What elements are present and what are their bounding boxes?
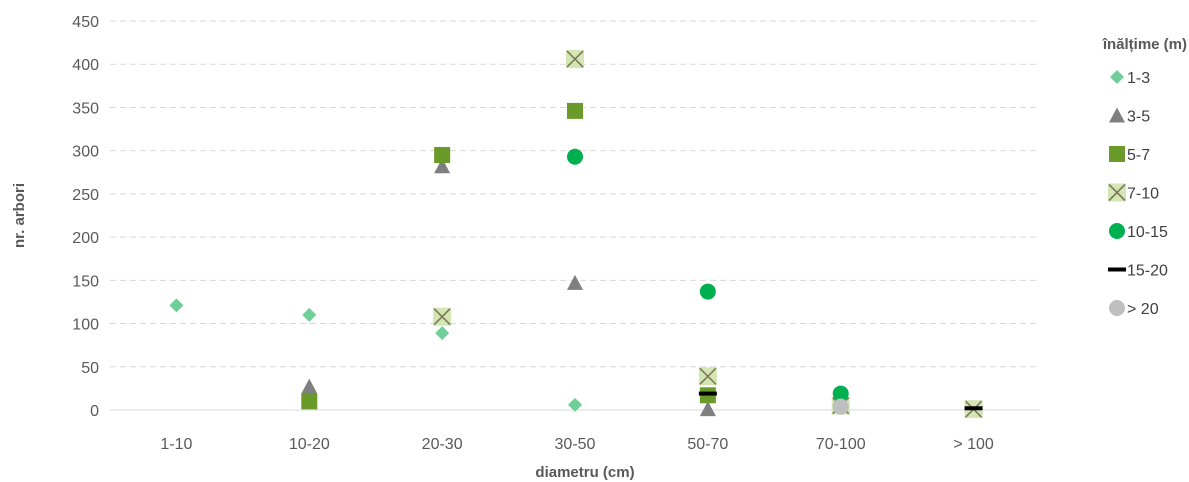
y-tick-label: 400 xyxy=(72,57,99,74)
point-57-1 xyxy=(301,393,318,410)
point-35-2 xyxy=(434,158,451,174)
point-13-0 xyxy=(169,298,184,313)
x-tick-label: 20-30 xyxy=(422,436,463,453)
legend-marker xyxy=(1109,223,1125,239)
legend-marker xyxy=(1108,267,1126,272)
y-tick-label: 100 xyxy=(72,317,99,334)
legend-label: 10-15 xyxy=(1127,224,1168,241)
point-35-1 xyxy=(301,378,318,394)
legend-label: 3-5 xyxy=(1127,109,1150,126)
y-tick-label: 200 xyxy=(72,230,99,247)
point-13-1 xyxy=(302,307,317,322)
point-20-5 xyxy=(832,398,849,415)
point-1015-3 xyxy=(567,148,583,165)
x-tick-label: > 100 xyxy=(953,436,994,453)
data-points xyxy=(169,50,983,419)
y-tick-label: 450 xyxy=(72,14,99,31)
point-13-2 xyxy=(435,326,450,341)
legend: înălțime (m) 1-3 3-5 5-7 7-10 10-15 15-20 > 20 xyxy=(1102,36,1187,318)
point-710-2 xyxy=(433,307,452,326)
x-axis-title: diametru (cm) xyxy=(535,464,634,481)
point-1015-5 xyxy=(832,385,849,402)
point-35-4 xyxy=(699,401,716,417)
y-tick-label: 150 xyxy=(72,273,99,290)
x-tick-label: 10-20 xyxy=(289,436,330,453)
x-axis-ticks: 1-10 10-20 20-30 30-50 50-70 70-100 > 100 xyxy=(160,436,994,453)
legend-marker xyxy=(1109,146,1125,162)
x-tick-label: 70-100 xyxy=(816,436,866,453)
x-tick-label: 50-70 xyxy=(687,436,728,453)
legend-label: 7-10 xyxy=(1127,186,1159,203)
y-tick-label: 250 xyxy=(72,187,99,204)
gridlines xyxy=(110,20,1040,368)
y-axis-title: nr. arbori xyxy=(11,183,28,248)
x-tick-label: 30-50 xyxy=(555,436,596,453)
legend-title: înălțime (m) xyxy=(1102,36,1187,53)
legend-marker xyxy=(1110,70,1124,84)
legend-label: 5-7 xyxy=(1127,147,1150,164)
point-57-2 xyxy=(434,146,451,163)
x-tick-label: 1-10 xyxy=(160,436,192,453)
legend-marker xyxy=(1109,107,1125,123)
point-57-3 xyxy=(567,102,583,119)
legend-label: 1-3 xyxy=(1127,70,1150,87)
point-710-4 xyxy=(698,367,717,386)
legend-marker xyxy=(1108,183,1126,202)
legend-label: 15-20 xyxy=(1127,263,1168,280)
y-tick-label: 50 xyxy=(81,360,99,377)
legend-marker xyxy=(1109,300,1125,316)
point-1520-4 xyxy=(698,391,717,396)
point-35-3 xyxy=(567,274,583,290)
point-710-3 xyxy=(566,50,584,69)
y-tick-label: 350 xyxy=(72,100,99,117)
y-tick-label: 0 xyxy=(90,403,99,420)
y-tick-label: 300 xyxy=(72,144,99,161)
point-1520-6 xyxy=(964,406,983,411)
point-13-3 xyxy=(568,397,582,412)
point-1015-4 xyxy=(699,283,716,300)
y-axis-ticks: 0 50 100 150 200 250 300 350 400 450 xyxy=(72,14,99,420)
legend-label: > 20 xyxy=(1127,301,1159,318)
